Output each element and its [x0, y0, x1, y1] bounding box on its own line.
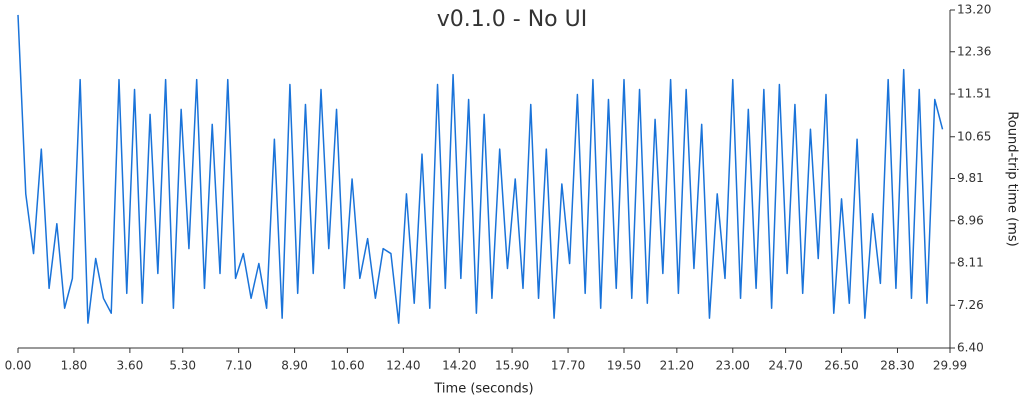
x-tick-label: 0.00: [5, 359, 32, 373]
x-tick-label: 5.30: [169, 359, 196, 373]
x-axis-label: Time (seconds): [433, 382, 533, 397]
x-tick-label: 19.50: [607, 359, 641, 373]
x-tick-label: 17.70: [551, 359, 585, 373]
y-tick-label: 13.20: [957, 3, 991, 17]
x-tick-label: 12.40: [386, 359, 420, 373]
x-tick-label: 26.50: [824, 359, 858, 373]
y-axis-label: Round-trip time (ms): [1005, 111, 1020, 246]
x-tick-label: 10.60: [330, 359, 364, 373]
chart-title: v0.1.0 - No UI: [437, 7, 587, 32]
x-tick-label: 24.70: [768, 359, 802, 373]
x-tick-label: 14.20: [442, 359, 476, 373]
x-tick-label: 3.60: [117, 359, 144, 373]
y-tick-label: 11.51: [957, 87, 991, 101]
series-line: [17, 14, 944, 324]
x-tick-label: 23.00: [716, 359, 750, 373]
y-tick-label: 12.36: [957, 44, 991, 58]
x-tick-label: 29.99: [933, 359, 967, 373]
x-tick-label: 1.80: [61, 359, 88, 373]
y-tick-label: 7.26: [957, 298, 984, 312]
y-tick-label: 10.65: [957, 129, 991, 143]
x-tick-label: 15.90: [495, 359, 529, 373]
y-tick-label: 9.81: [957, 171, 984, 185]
y-tick-label: 8.11: [957, 256, 984, 270]
x-tick-label: 7.10: [225, 359, 252, 373]
y-tick-label: 6.40: [957, 341, 984, 355]
x-tick-label: 8.90: [281, 359, 308, 373]
x-tick-label: 21.20: [660, 359, 694, 373]
x-tick-label: 28.30: [880, 359, 914, 373]
y-tick-label: 8.96: [957, 213, 984, 227]
